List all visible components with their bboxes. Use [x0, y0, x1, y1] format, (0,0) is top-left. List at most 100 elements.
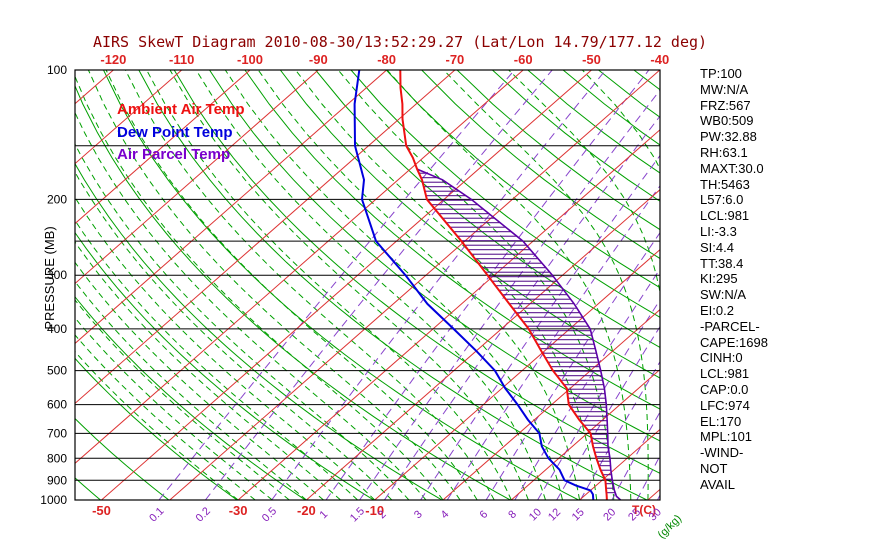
pressure-tick-label: 700 [47, 426, 67, 440]
moist-adiabat-line [75, 317, 273, 500]
mixing-ratio-label: 0.1 [147, 505, 166, 524]
stat-line: EL:170 [700, 413, 742, 429]
isotherm-line [169, 70, 660, 500]
top-axis-tick-label: -50 [582, 52, 601, 67]
mixing-ratio-label: 3 [412, 508, 425, 521]
mixing-ratio-label: 1 [317, 508, 330, 521]
moist-adiabat-line [75, 241, 341, 500]
pressure-tick-label: 600 [47, 398, 67, 412]
stat-line: MW:N/A [700, 81, 749, 97]
top-axis-tick-label: -80 [377, 52, 396, 67]
dry-adiabat-line [75, 417, 170, 500]
stat-line: TT:38.4 [700, 255, 744, 271]
stat-line: TP:100 [700, 66, 742, 81]
temp-unit-label: T(C) [632, 503, 656, 517]
pressure-tick-label: 400 [47, 322, 67, 336]
plot-area [75, 70, 660, 500]
stat-line: LFC:974 [700, 397, 750, 413]
mixing-ratio-label: 0.5 [260, 505, 279, 524]
pressure-tick-label: 100 [47, 63, 67, 77]
stat-line: RH:63.1 [700, 144, 748, 160]
isotherm-line [101, 70, 592, 500]
stat-line: NOT [700, 460, 728, 476]
moist-adiabat-line [386, 70, 632, 500]
stat-line: SI:4.4 [700, 239, 734, 255]
top-axis-tick-label: -100 [237, 52, 263, 67]
bottom-axis-tick-label: -50 [92, 503, 111, 518]
stat-line: KI:295 [700, 271, 738, 287]
mixing-ratio-label: 4 [439, 508, 452, 521]
moist-adiabat-line [169, 70, 529, 500]
isotherms-group [75, 70, 660, 500]
mixing-ratio-label: 8 [506, 508, 519, 521]
isotherm-line [75, 70, 524, 464]
moist-adiabat-line [195, 70, 546, 500]
plot-frame [74, 69, 661, 501]
isotherm-line [75, 70, 319, 285]
mixing-ratio-label: 12 [546, 506, 563, 523]
isotherm-line [442, 308, 660, 500]
isotherm-line [374, 248, 660, 500]
mixing-ratio-label: 20 [601, 506, 618, 523]
stat-line: EI:0.2 [700, 302, 734, 318]
bottom-axis-tick-label: -30 [229, 503, 248, 518]
moist-adiabat-line [75, 334, 256, 500]
stat-line: CAP:0.0 [700, 381, 749, 397]
mixing-ratio-line [420, 154, 660, 500]
cape-hatch-area [418, 171, 616, 496]
mixing-ratio-line [537, 298, 660, 500]
top-axis-tick-label: -40 [650, 52, 669, 67]
stat-line: L57:6.0 [700, 192, 744, 208]
stat-line: AVAIL [700, 476, 735, 492]
pressure-tick-label: 500 [47, 364, 67, 378]
mixing-ratio-label: 10 [527, 506, 544, 523]
bottom-axis-tick-label: -10 [365, 503, 384, 518]
moist-adiabat-line [75, 350, 239, 500]
stat-line: LCL:981 [700, 208, 750, 224]
stat-line: LI:-3.3 [700, 223, 737, 239]
mixing-ratio-label: 1.5 [348, 505, 367, 524]
moist-adiabat-line [75, 280, 307, 500]
legend-air-parcel-temp: Air Parcel Temp [117, 146, 231, 163]
mixing-ratio-label: 6 [478, 508, 491, 521]
top-axis-tick-label: -120 [100, 52, 126, 67]
pressure-tick-label: 200 [47, 192, 67, 206]
dry-adiabat-line [279, 70, 660, 379]
stat-line: -PARCEL- [700, 318, 760, 334]
pressure-tick-label: 800 [47, 451, 67, 465]
isotherm-line [75, 70, 456, 405]
isotherm-line [75, 70, 251, 225]
stat-line: MPL:101 [700, 429, 753, 445]
top-axis-tick-label: -90 [309, 52, 328, 67]
moist-adiabat-line [224, 70, 563, 500]
stat-line: PW:32.88 [700, 129, 757, 145]
stat-line: WB0:509 [700, 113, 754, 129]
dry-adiabat-line [350, 70, 660, 318]
stat-line: SW:N/A [700, 287, 746, 303]
moist-adiabat-line [443, 70, 649, 500]
stat-line: FRZ:567 [700, 97, 751, 113]
page-title: AIRS SkewT Diagram 2010-08-30/13:52:29.2… [92, 33, 708, 51]
air-parcel-temp-curve [416, 168, 622, 500]
pressure-tick-label: 900 [47, 473, 67, 487]
top-axis-tick-label: -60 [514, 52, 533, 67]
legend-ambient-air-temp: Ambient Air Temp [117, 101, 245, 118]
pressure-tick-label: 300 [47, 268, 67, 282]
isotherm-line [75, 70, 183, 165]
dry-adiabat-line [75, 357, 238, 500]
top-axis-tick-label: -110 [169, 52, 194, 67]
mixing-ratio-label: 15 [570, 506, 587, 523]
ambient-air-temp-curve [399, 70, 608, 500]
dry-adiabat-line [527, 70, 660, 174]
isotherm-line [237, 129, 660, 500]
pressure-axis-title: PRESSURE (MB) [42, 226, 57, 329]
stats-panel: TP:100 MW:N/A FRZ:567 WB0:509 PW:32.88 R… [700, 66, 768, 493]
mixing-ratio-label: 0.2 [194, 505, 213, 524]
legend-dew-point-temp: Dew Point Temp [117, 123, 233, 141]
top-axis-tick-label: -70 [446, 52, 465, 67]
dew-point-temp-curve [353, 70, 595, 500]
isotherm-line [75, 70, 387, 345]
isotherm-line [510, 368, 660, 500]
